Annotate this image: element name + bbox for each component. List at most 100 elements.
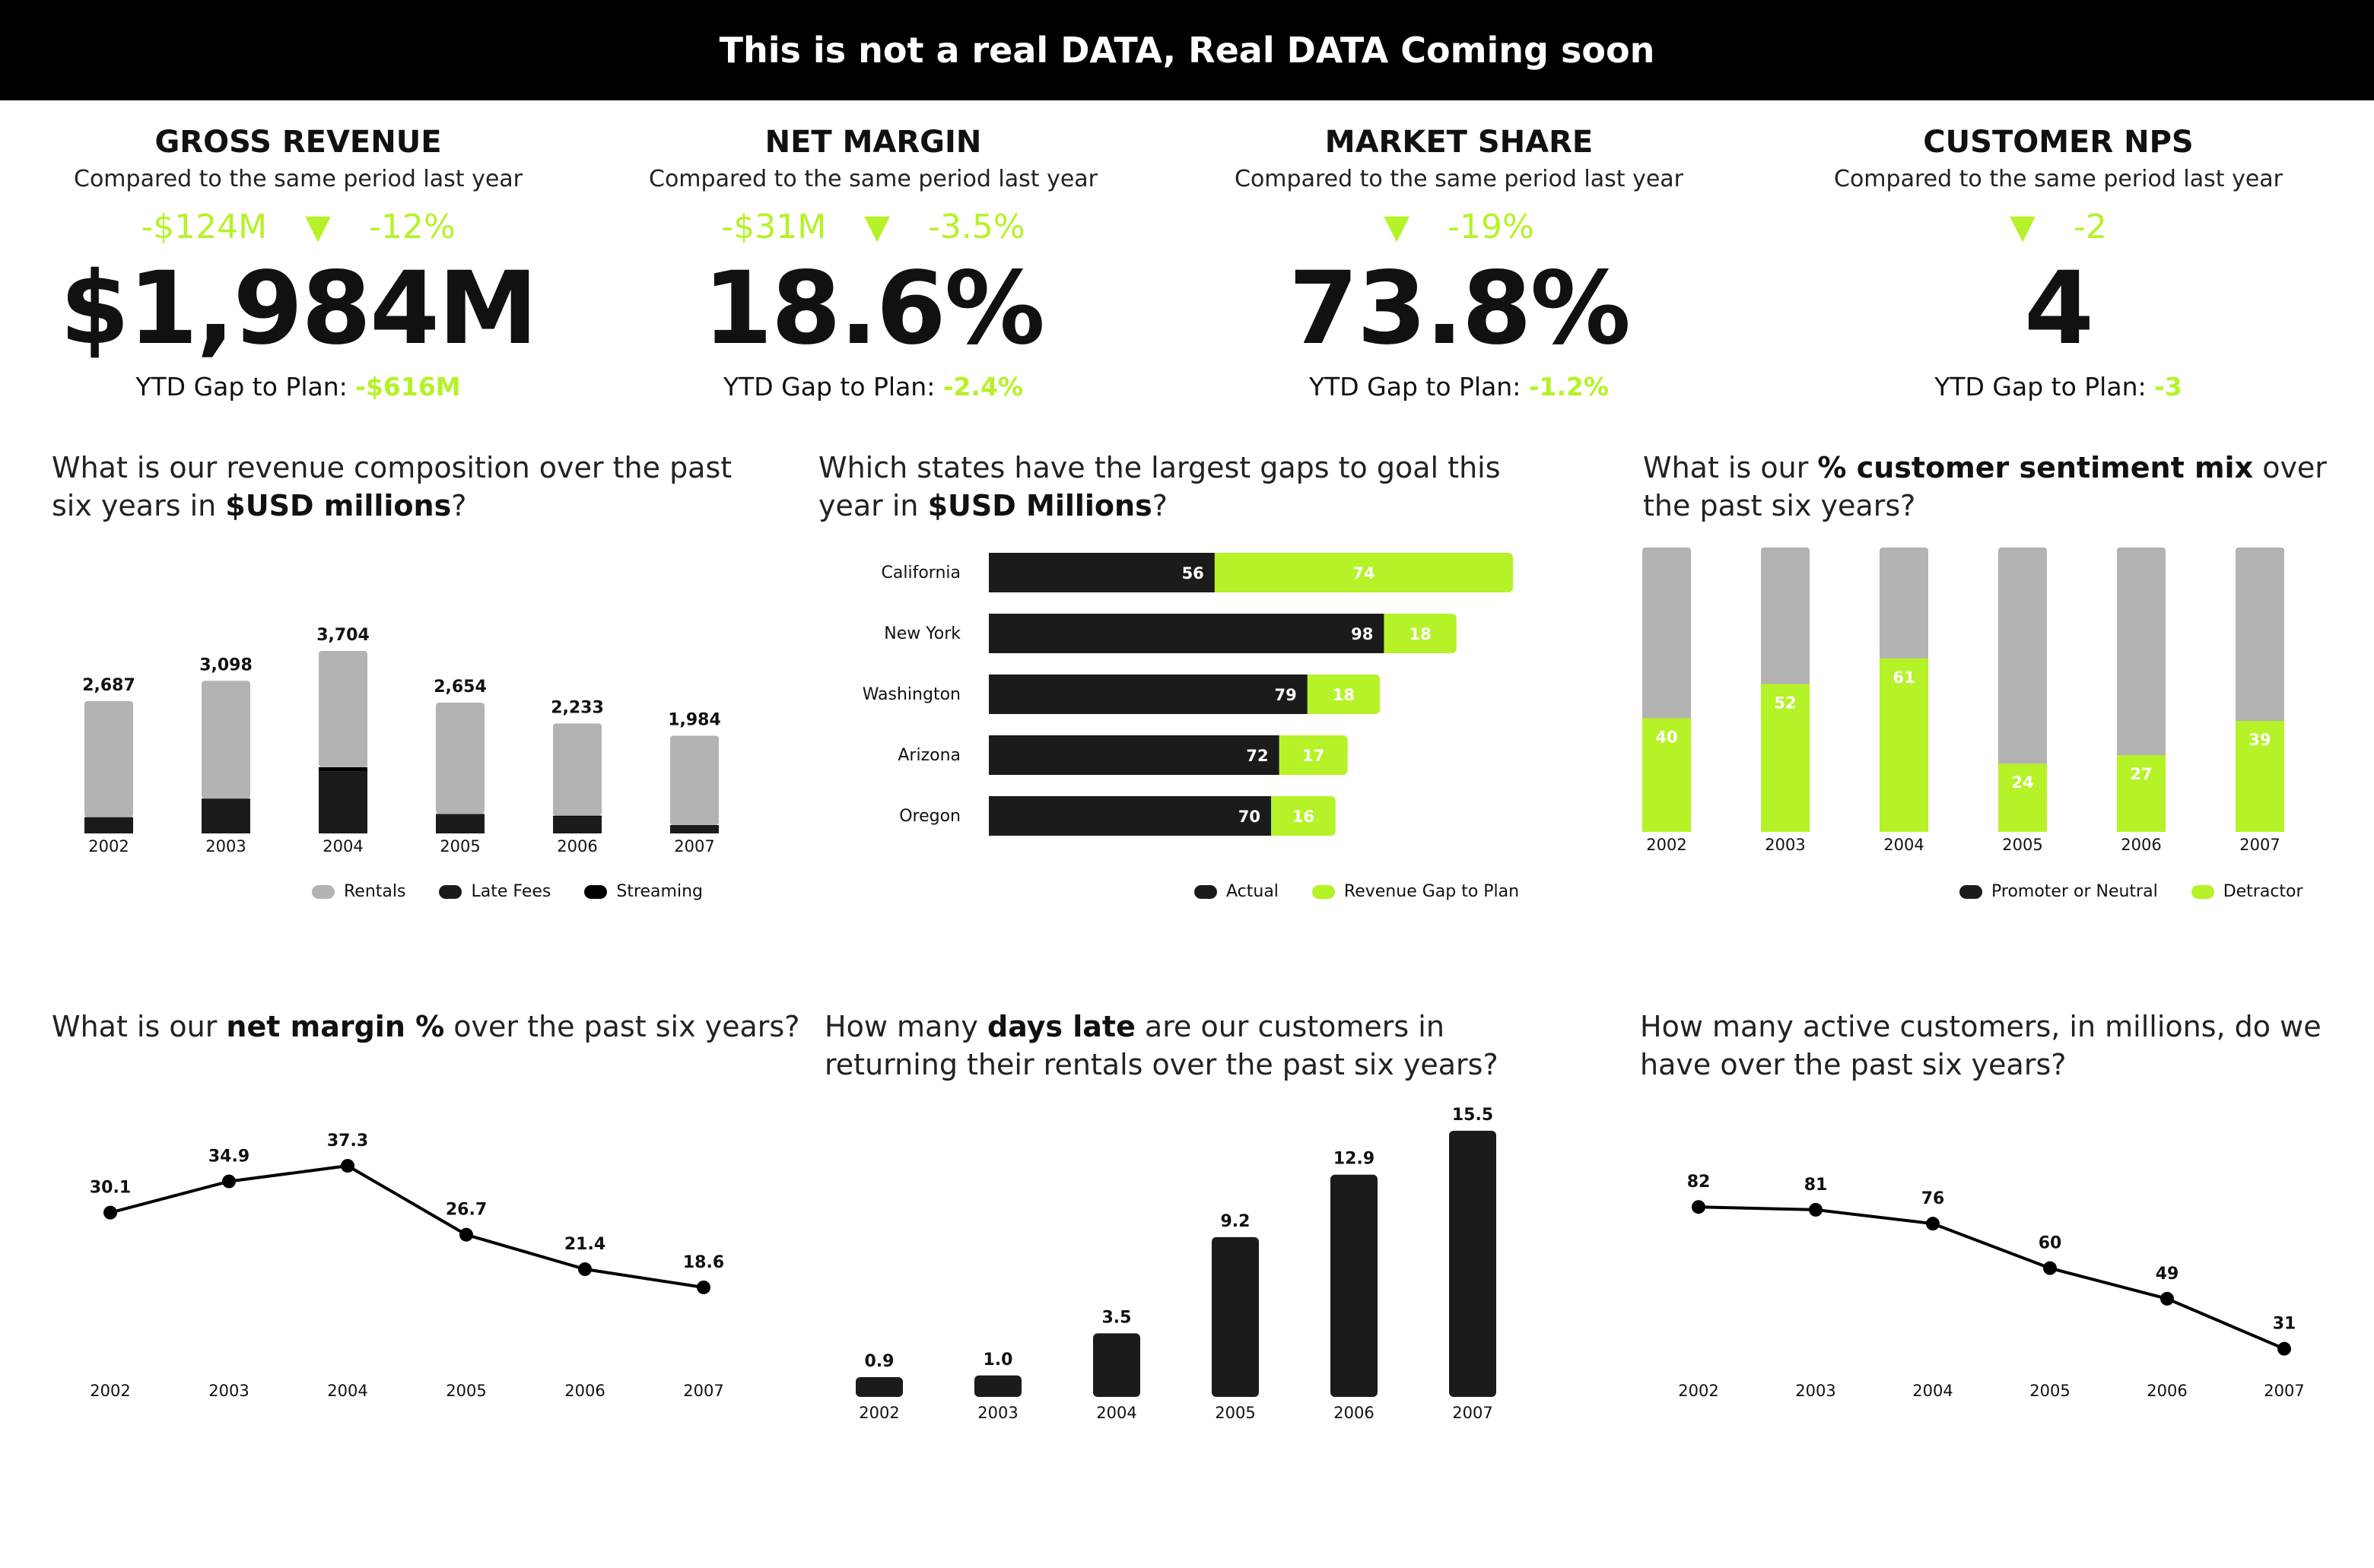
data-label: 2,687 xyxy=(82,676,135,695)
bar-segment xyxy=(989,674,1308,714)
data-label: 9.2 xyxy=(1221,1212,1251,1231)
kpi-delta: -$124M ▼ -12% xyxy=(9,201,587,254)
data-label: 52 xyxy=(1774,694,1796,713)
bar-segment xyxy=(319,651,367,767)
legend-label: Detractor xyxy=(2223,882,2303,901)
x-tick-label: 2004 xyxy=(1096,1404,1136,1422)
question-emphasis: % customer sentiment mix xyxy=(1817,451,2253,484)
down-arrow-icon: ▼ xyxy=(864,208,890,246)
bar-segment xyxy=(2236,548,2284,725)
kpi-title: CUSTOMER NPS xyxy=(1769,120,2347,164)
kpi-subtitle: Compared to the same period last year xyxy=(584,164,1162,195)
bar-segment xyxy=(319,767,367,772)
question-emphasis: $USD millions xyxy=(225,489,451,522)
data-label: 37.3 xyxy=(327,1132,368,1151)
data-point xyxy=(341,1159,354,1173)
revenue-composition-legend: Rentals Late Fees Streaming xyxy=(312,882,703,901)
kpi-delta: -$31M ▼ -3.5% xyxy=(584,201,1162,254)
state-gaps-chart: California 56 74New York 98 18Washington 79 18… xyxy=(806,532,1597,867)
question-text-end: ? xyxy=(1152,489,1168,522)
data-point xyxy=(578,1262,592,1276)
data-label: 3,098 xyxy=(199,655,253,674)
sentiment-mix-legend: Promoter or Neutral Detractor xyxy=(1959,882,2303,901)
data-point xyxy=(2277,1342,2291,1356)
active-customers-chart: 82 2002 81 2003 76 2004 60 2005 49 2006 31 2007 xyxy=(1605,1080,2374,1414)
kpi-delta-pct: -19% xyxy=(1448,208,1534,246)
data-label: 12.9 xyxy=(1333,1150,1375,1169)
data-label: 34.9 xyxy=(208,1147,249,1166)
x-tick-label: 2006 xyxy=(1333,1404,1374,1422)
x-tick-label: 2007 xyxy=(2264,1382,2304,1400)
kpi-net-margin: NET MARGIN Compared to the same period l… xyxy=(584,120,1162,410)
legend-label: Revenue Gap to Plan xyxy=(1344,882,1519,901)
down-arrow-icon: ▼ xyxy=(2010,208,2036,246)
data-label: 1.0 xyxy=(984,1351,1013,1370)
kpi-plan-value: -1.2% xyxy=(1529,372,1609,402)
question-revenue-composition: What is our revenue composition over the… xyxy=(52,449,736,525)
question-days-late: How many days late are our customers in … xyxy=(825,1008,1532,1084)
kpi-subtitle: Compared to the same period last year xyxy=(1769,164,2347,195)
x-tick-label: 2003 xyxy=(1795,1382,1835,1400)
bar-segment xyxy=(2117,548,2166,760)
data-label: 31 xyxy=(2273,1315,2296,1334)
data-label: 18 xyxy=(1333,686,1355,704)
x-tick-label: 2007 xyxy=(674,837,714,855)
data-point xyxy=(1926,1217,1940,1230)
x-tick-label: 2005 xyxy=(440,837,480,855)
bar xyxy=(1212,1237,1259,1397)
bar-segment xyxy=(1998,548,2047,768)
question-sentiment-mix: What is our % customer sentiment mix ove… xyxy=(1643,449,2328,525)
kpi-plan-label: YTD Gap to Plan: xyxy=(135,372,347,402)
x-tick-label: 2004 xyxy=(1912,1382,1953,1400)
bar-segment xyxy=(1761,548,1810,689)
question-active-customers: How many active customers, in millions, … xyxy=(1640,1008,2325,1084)
x-tick-label: 2005 xyxy=(2029,1382,2070,1400)
question-text: What is our xyxy=(52,1010,226,1043)
legend-label: Rentals xyxy=(344,882,405,901)
kpi-value: 4 xyxy=(1769,254,2347,364)
kpi-title: NET MARGIN xyxy=(584,120,1162,164)
sentiment-mix-chart: 40 2002 52 2003 61 2004 24 2005 27 2006 39 2007 xyxy=(1605,532,2374,867)
kpi-delta-pct: -3.5% xyxy=(928,208,1025,246)
x-tick-label: 2002 xyxy=(88,837,129,855)
legend-item: Promoter or Neutral xyxy=(1959,882,2158,901)
legend-item: Streaming xyxy=(584,882,703,901)
data-label: 76 xyxy=(1921,1189,1945,1208)
x-tick-label: 2002 xyxy=(1678,1382,1718,1400)
x-tick-label: 2006 xyxy=(2121,836,2161,854)
legend-label: Actual xyxy=(1226,882,1279,901)
legend-swatch xyxy=(1312,885,1335,899)
kpi-plan: YTD Gap to Plan: -$616M xyxy=(9,364,587,410)
data-point xyxy=(2160,1292,2174,1306)
kpi-subtitle: Compared to the same period last year xyxy=(9,164,587,195)
kpi-plan-value: -2.4% xyxy=(943,372,1023,402)
data-label: 70 xyxy=(1238,808,1260,826)
legend-label: Streaming xyxy=(616,882,703,901)
data-label: 98 xyxy=(1351,625,1373,643)
bar xyxy=(1330,1175,1378,1397)
kpi-delta-pct: -12% xyxy=(369,208,456,246)
kpi-value: 73.8% xyxy=(1170,254,1748,364)
kpi-plan: YTD Gap to Plan: -3 xyxy=(1769,364,2347,410)
question-emphasis: days late xyxy=(987,1010,1136,1043)
bar xyxy=(974,1376,1022,1397)
bar-segment xyxy=(84,817,133,833)
bar-segment xyxy=(1642,548,1691,722)
data-label: 2,233 xyxy=(551,698,604,717)
data-label: 27 xyxy=(2130,765,2152,783)
data-label: 2,654 xyxy=(434,678,487,697)
net-margin-chart: 30.1 2002 34.9 2003 37.3 2004 26.7 2005 21.4 2006… xyxy=(0,1080,791,1414)
data-label: 74 xyxy=(1352,564,1375,582)
data-label: 40 xyxy=(1655,728,1677,746)
data-label: 49 xyxy=(2156,1265,2179,1284)
x-tick-label: 2002 xyxy=(1646,836,1686,854)
legend-item: Detractor xyxy=(2191,882,2303,901)
bar-segment xyxy=(989,614,1384,653)
legend-swatch xyxy=(584,885,607,899)
revenue-composition-chart: 2,687 2002 3,098 2003 3,704 2004 2,654 2005 2,23… xyxy=(0,532,791,867)
series-line xyxy=(1699,1207,2284,1348)
legend-label: Late Fees xyxy=(471,882,551,901)
kpi-plan: YTD Gap to Plan: -2.4% xyxy=(584,364,1162,410)
x-tick-label: 2007 xyxy=(1452,1404,1492,1422)
x-tick-label: 2003 xyxy=(1765,836,1805,854)
